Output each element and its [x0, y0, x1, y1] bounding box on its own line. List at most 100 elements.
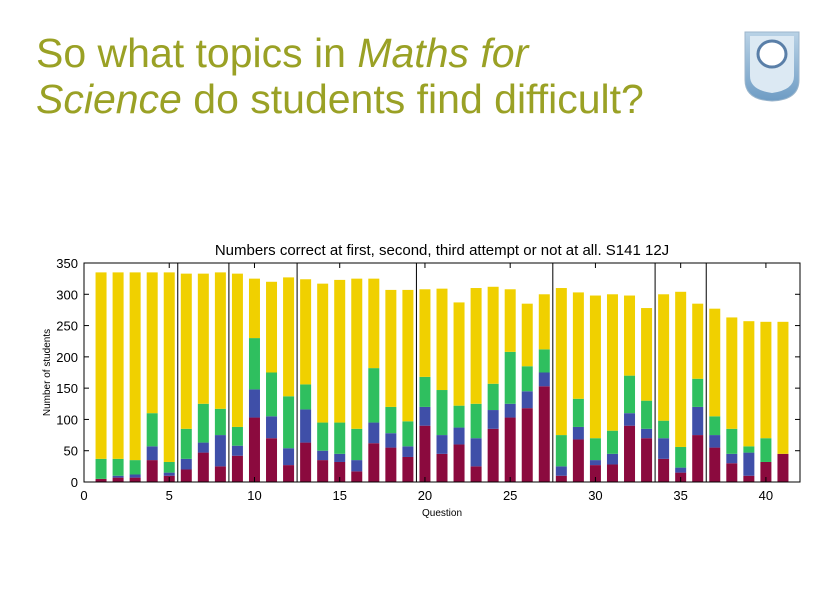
bar-q15-s1 [334, 461, 346, 482]
bar-q41-s1 [777, 453, 789, 482]
bar-q33-s3 [641, 400, 653, 429]
bar-q1-s3 [95, 458, 107, 479]
bar-q12-s1 [283, 465, 295, 482]
bar-q30-s1 [589, 465, 601, 482]
bar-q37-s2 [709, 435, 721, 448]
bar-q16-s1 [351, 471, 363, 482]
bar-q1-s4 [95, 272, 107, 459]
bar-q10-s1 [248, 417, 260, 482]
bar-q35-s2 [675, 467, 687, 473]
bar-q3-s1 [129, 477, 141, 482]
y-tick-label: 350 [56, 256, 78, 271]
bar-q38-s1 [726, 463, 738, 482]
bar-q21-s1 [436, 453, 448, 482]
bar-q7-s2 [197, 442, 209, 453]
bar-q36-s4 [692, 303, 704, 379]
bar-q40-s3 [760, 438, 772, 462]
bar-q19-s4 [402, 289, 414, 422]
bar-q12-s2 [283, 448, 295, 466]
bar-q13-s4 [300, 279, 312, 385]
bar-q30-s4 [589, 295, 601, 439]
bar-q14-s3 [317, 422, 329, 451]
bar-q17-s4 [368, 278, 380, 369]
bar-q12-s4 [283, 277, 295, 397]
bar-q37-s4 [709, 308, 721, 417]
bar-q6-s1 [180, 469, 192, 482]
bar-q34-s3 [658, 420, 670, 439]
bar-q4-s1 [146, 460, 158, 482]
bar-q8-s4 [214, 272, 226, 409]
bar-q24-s1 [487, 428, 499, 482]
bar-q13-s2 [300, 409, 312, 443]
bar-q11-s3 [266, 372, 278, 417]
bar-q8-s2 [214, 435, 226, 467]
bar-q3-s2 [129, 474, 141, 478]
bar-q36-s1 [692, 435, 704, 482]
x-tick-label: 40 [759, 488, 773, 503]
bar-q34-s2 [658, 438, 670, 459]
bar-q6-s3 [180, 428, 192, 459]
bar-q24-s3 [487, 383, 499, 411]
y-tick-label: 100 [56, 412, 78, 427]
bar-q37-s1 [709, 447, 721, 482]
bar-q20-s2 [419, 406, 431, 426]
bar-q38-s3 [726, 428, 738, 454]
bar-q22-s4 [453, 302, 465, 406]
x-tick-label: 5 [166, 488, 173, 503]
bar-q15-s4 [334, 279, 346, 423]
bar-q17-s3 [368, 368, 380, 423]
bar-q21-s3 [436, 390, 448, 436]
plot-frame [83, 262, 801, 483]
x-tick-label: 20 [418, 488, 432, 503]
slide-title: So what topics in Maths for Science do st… [36, 30, 756, 122]
bar-q29-s4 [572, 292, 584, 399]
bar-q23-s2 [470, 438, 482, 467]
bar-q29-s3 [572, 398, 584, 427]
bar-q38-s4 [726, 317, 738, 429]
bar-q18-s1 [385, 447, 397, 482]
bar-q3-s4 [129, 272, 141, 461]
x-tick-label: 35 [673, 488, 687, 503]
bar-q22-s3 [453, 405, 465, 428]
bar-q23-s3 [470, 403, 482, 439]
bar-q5-s3 [163, 461, 175, 473]
x-axis-label: Question [422, 508, 462, 519]
bar-q29-s1 [572, 439, 584, 482]
bar-q27-s3 [538, 349, 550, 373]
y-tick-label: 250 [56, 319, 78, 334]
bar-q19-s2 [402, 446, 414, 457]
bar-q22-s2 [453, 427, 465, 445]
bar-q32-s4 [624, 295, 636, 376]
bar-q6-s2 [180, 458, 192, 470]
bar-q32-s1 [624, 425, 636, 482]
bar-q21-s2 [436, 435, 448, 454]
bar-q32-s3 [624, 375, 636, 414]
bar-q24-s4 [487, 286, 499, 384]
bar-q8-s3 [214, 408, 226, 436]
bar-q33-s1 [641, 438, 653, 482]
bar-q39-s2 [743, 452, 755, 476]
bar-q10-s4 [248, 278, 260, 339]
bar-q12-s3 [283, 396, 295, 449]
bar-q27-s1 [538, 386, 550, 482]
bar-q11-s4 [266, 281, 278, 373]
bar-q25-s2 [504, 403, 516, 418]
bar-q13-s1 [300, 442, 312, 482]
bar-q11-s2 [266, 416, 278, 439]
bar-q18-s3 [385, 406, 397, 434]
slide-title-text: So what topics in [36, 30, 358, 76]
bar-q38-s2 [726, 453, 738, 464]
bar-q9-s2 [231, 445, 243, 456]
bar-q29-s2 [572, 426, 584, 440]
bar-q10-s2 [248, 389, 260, 418]
bar-q26-s2 [521, 391, 533, 409]
y-tick-label: 300 [56, 287, 78, 302]
bar-q13-s3 [300, 384, 312, 410]
slide-title-emphasis: Maths for [357, 30, 529, 76]
bar-q35-s3 [675, 446, 687, 468]
bar-q9-s3 [231, 426, 243, 446]
bar-q20-s4 [419, 289, 431, 377]
bar-q27-s2 [538, 372, 550, 387]
x-tick-label: 30 [588, 488, 602, 503]
